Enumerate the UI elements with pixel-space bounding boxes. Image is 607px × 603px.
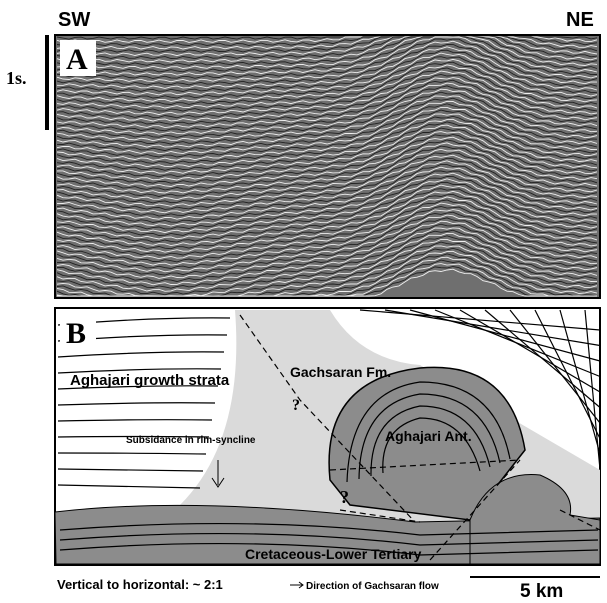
geo-label: Cretaceous-Lower Tertiary	[245, 546, 422, 562]
geo-label: Aghajari Ant.	[385, 428, 472, 444]
scale-label: 5 km	[520, 581, 563, 602]
geo-label: ?	[340, 487, 349, 507]
flow-arrow	[290, 582, 303, 588]
panel-b-label: B	[66, 317, 86, 350]
figure: SW NE 1s. A B Aghajari growth strata Gac…	[0, 0, 607, 603]
page: SW NE 1s. A B Aghajari growth strata Gac…	[0, 0, 607, 603]
sw-label: SW	[58, 9, 90, 31]
time-label: 1s.	[6, 68, 27, 88]
flow-legend: Direction of Gachsaran flow	[306, 581, 439, 592]
geo-label: ?	[292, 397, 300, 414]
geo-label: Aghajari growth strata	[70, 372, 230, 389]
geo-label: Gachsaran Fm.	[290, 364, 391, 380]
seismic-panel	[55, 35, 600, 298]
panel-a-label: A	[66, 43, 88, 76]
ne-label: NE	[566, 9, 594, 31]
geo-label: Subsidance in rim-syncline	[126, 435, 256, 446]
ratio: Vertical to horizontal: ~ 2:1	[57, 577, 223, 592]
